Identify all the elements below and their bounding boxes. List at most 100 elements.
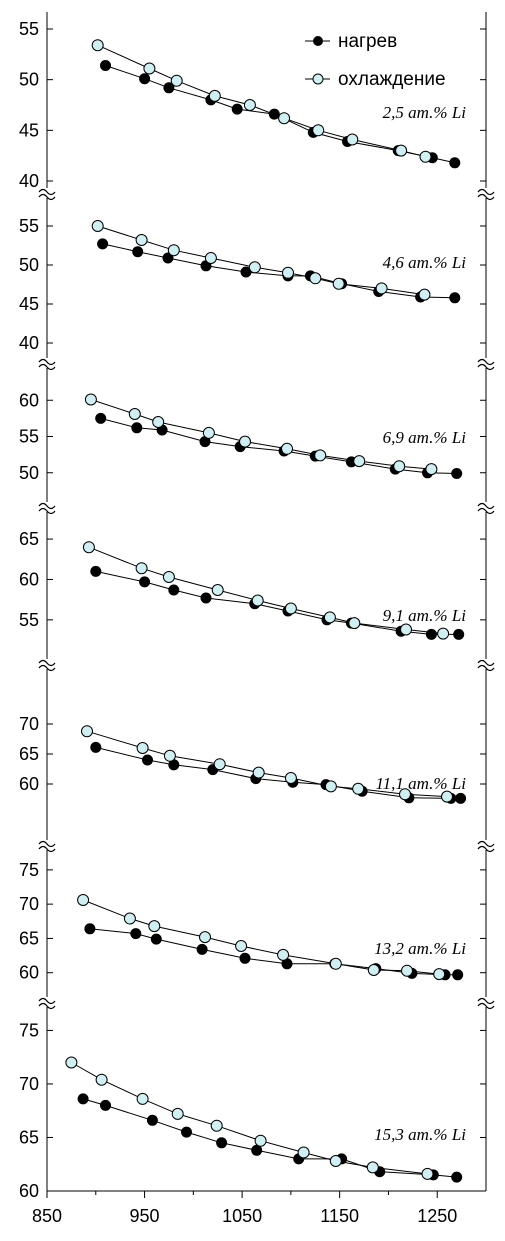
point-heating [130,928,142,940]
y-tick-label: 70 [19,1074,39,1094]
y-tick-label: 60 [19,390,39,410]
point-cooling [252,766,265,779]
point-cooling [367,964,380,976]
axis-break-mark [477,193,495,201]
x-tick-label: 1250 [417,1206,457,1226]
panel-2: 40 45 50 55 4,6 ат.% Li [19,216,486,353]
x-tick-label: 1050 [222,1206,262,1226]
point-cooling [312,124,325,137]
axis-break-mask [477,997,495,1007]
point-heating [132,246,144,258]
point-heating [181,1126,192,1138]
point-cooling [123,912,136,925]
point-cooling [136,1092,149,1105]
axis-break-mask [477,358,495,368]
y-tick-label: 45 [19,120,39,140]
series-line-cooling [88,546,444,635]
y-tick-label: 40 [19,333,39,353]
axis-break-mark [38,664,56,672]
y-tick-label: 50 [19,70,39,90]
point-heating [139,576,151,588]
point-heating [216,1137,228,1149]
point-heating [239,952,251,964]
panel-4: 55 60 65 9,1 ат.% Li [19,529,486,640]
point-cooling [248,261,261,274]
series-line-cooling [86,730,448,798]
axis-break-mark [38,363,56,371]
point-cooling [421,1167,434,1180]
axis-break-mark [38,659,56,667]
point-cooling [366,1161,379,1174]
point-heating [251,1144,263,1156]
panel-label: 13,2 ат.% Li [374,939,466,958]
point-cooling [401,964,413,977]
panel-3: 50 55 60 6,9 ат.% Li [19,390,486,483]
point-heating [168,584,180,596]
series-line-cooling [97,225,425,296]
panel-label: 11,1 ат.% Li [375,774,466,793]
axis-break-mark [477,1002,495,1010]
point-cooling [239,435,251,448]
point-cooling [91,39,104,52]
panel-label: 4,6 ат.% Li [383,253,467,272]
point-heating [449,157,461,169]
point-cooling [210,1119,223,1132]
point-cooling [278,112,291,125]
point-cooling [297,1146,310,1159]
axis-break-mark [477,502,495,510]
axis-break-mask [477,188,495,198]
point-cooling [135,562,148,575]
series-line-cooling [82,899,440,975]
point-cooling [282,266,294,279]
point-cooling [65,1056,78,1069]
point-heating [139,73,151,85]
point-heating [90,741,102,753]
legend-marker [313,36,323,46]
axis-break-mask [477,840,495,850]
y-tick-label: 55 [19,216,39,236]
panel-label: 15,3 ат.% Li [374,1125,466,1144]
axis-break-mark [38,502,56,510]
point-cooling [91,220,104,232]
point-cooling [171,1107,184,1120]
point-heating [150,933,162,945]
point-cooling [281,442,293,455]
axis-break-mask [38,188,56,198]
point-cooling [395,144,408,157]
point-heating [196,943,208,955]
point-cooling [95,1073,108,1086]
y-tick-label: 60 [19,1181,39,1201]
y-tick-label: 55 [19,610,39,630]
point-heating [162,252,174,264]
point-cooling [329,957,342,970]
point-cooling [323,611,336,624]
point-cooling [400,623,412,636]
x-tick-label: 850 [32,1206,62,1226]
point-cooling [251,594,264,607]
point-heating [163,82,175,94]
series-line-cooling [90,399,432,470]
y-tick-label: 60 [19,569,39,589]
y-tick-label: 55 [19,427,39,447]
axis-break-mark [477,363,495,371]
point-cooling [425,463,438,476]
point-cooling [162,571,175,583]
panel-label: 9,1 ат.% Li [383,606,467,625]
point-cooling [84,393,97,406]
y-tick-label: 65 [19,529,39,549]
point-cooling [314,449,327,462]
axis-break-mask [38,997,56,1007]
point-heating [453,628,465,640]
y-tick-label: 65 [19,928,39,948]
point-cooling [208,89,221,102]
point-heating [84,923,96,935]
point-heating [231,103,243,115]
point-cooling [324,780,337,793]
point-heating [455,792,467,804]
x-tick-label: 1150 [320,1206,359,1226]
point-cooling [143,62,156,75]
panel-1: 40 45 50 55 2,5 ат.% Li [19,19,486,191]
point-cooling [128,408,141,420]
point-heating [77,1093,89,1105]
